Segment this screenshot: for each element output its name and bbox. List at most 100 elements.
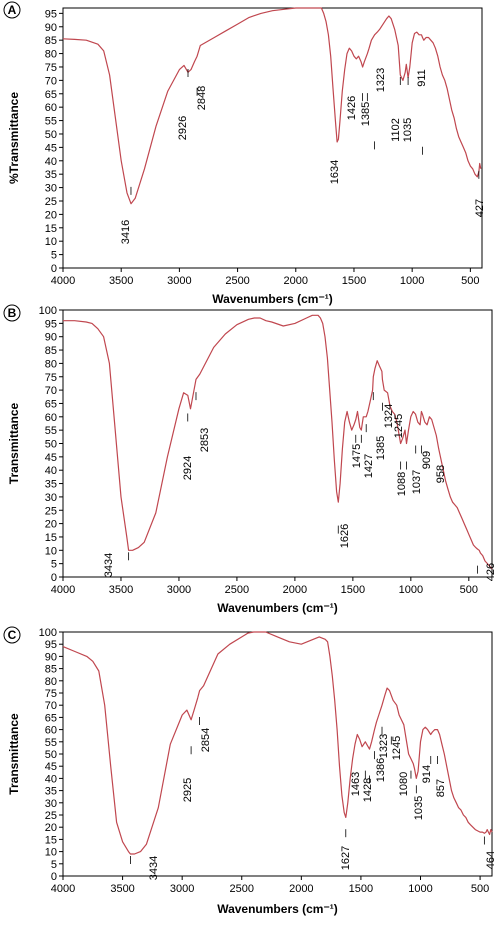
peak-label: 426 <box>485 563 497 581</box>
y-tick-label: 65 <box>45 398 57 410</box>
peak-label: 911 <box>416 69 428 87</box>
peak-label: 2848 <box>196 86 208 110</box>
x-tick-label: 1500 <box>349 883 373 895</box>
y-tick-label: 30 <box>45 183 57 195</box>
y-tick-label: 0 <box>51 263 57 275</box>
peak-label: 1088 <box>396 472 408 496</box>
panel-letter: A <box>8 3 17 17</box>
y-tick-label: 25 <box>45 810 57 822</box>
x-tick-label: 2500 <box>225 275 249 287</box>
peak-label: 1634 <box>329 160 341 184</box>
y-tick-label: 75 <box>45 62 57 74</box>
peak-label: 914 <box>421 765 433 783</box>
peak-label: 1035 <box>402 118 414 142</box>
y-tick-label: 90 <box>45 22 57 34</box>
y-tick-label: 20 <box>45 209 57 221</box>
y-tick-label: 70 <box>45 75 57 87</box>
x-axis-label: Wavenumbers (cm⁻¹) <box>217 902 338 916</box>
y-tick-label: 70 <box>45 385 57 397</box>
x-tick-label: 500 <box>471 883 489 895</box>
y-tick-label: 80 <box>45 49 57 61</box>
peak-label: 2926 <box>177 116 189 140</box>
peak-label: 2854 <box>200 728 212 752</box>
x-tick-label: 4000 <box>51 584 75 596</box>
y-tick-label: 0 <box>51 572 57 584</box>
y-tick-label: 55 <box>45 116 57 128</box>
x-tick-label: 1500 <box>342 275 366 287</box>
x-tick-label: 2500 <box>230 883 254 895</box>
y-tick-label: 0 <box>51 871 57 883</box>
panel-letter-badge <box>3 304 21 322</box>
y-tick-label: 40 <box>45 156 57 168</box>
peak-label: 1463 <box>350 772 362 796</box>
peak-label: 464 <box>485 851 497 869</box>
peak-label: 2924 <box>182 456 194 480</box>
peak-label: 1035 <box>413 796 425 820</box>
x-tick-label: 3000 <box>167 275 191 287</box>
peak-label: 3416 <box>120 220 132 244</box>
y-tick-label: 90 <box>45 651 57 663</box>
peak-label: 1323 <box>375 68 387 92</box>
peak-label: 1245 <box>393 414 405 438</box>
x-tick-label: 4000 <box>51 883 75 895</box>
y-tick-label: 65 <box>45 712 57 724</box>
ftir-panel-c: 0510152025303540455055606570758085909510… <box>3 626 497 916</box>
x-tick-label: 2000 <box>284 275 308 287</box>
peak-label: 1427 <box>363 454 375 478</box>
ftir-panel-b: 0510152025303540455055606570758085909510… <box>3 304 497 615</box>
x-tick-label: 500 <box>460 584 478 596</box>
x-tick-label: 1000 <box>399 584 423 596</box>
y-tick-label: 30 <box>45 798 57 810</box>
peak-label: 427 <box>474 199 486 217</box>
y-tick-label: 60 <box>45 412 57 424</box>
y-tick-label: 100 <box>39 305 57 317</box>
y-tick-label: 60 <box>45 725 57 737</box>
peak-label: 958 <box>435 465 447 483</box>
y-tick-label: 80 <box>45 358 57 370</box>
y-tick-label: 15 <box>45 532 57 544</box>
x-tick-label: 3500 <box>109 275 133 287</box>
spectrum-line <box>63 314 493 570</box>
peak-label: 1037 <box>411 470 423 494</box>
plot-frame <box>62 7 483 269</box>
peak-label: 1102 <box>390 118 402 142</box>
y-tick-label: 5 <box>51 250 57 262</box>
x-axis-label: Wavenumbers (cm⁻¹) <box>212 292 333 306</box>
y-tick-label: 100 <box>39 627 57 639</box>
y-tick-label: 15 <box>45 834 57 846</box>
y-tick-label: 45 <box>45 761 57 773</box>
peak-label: 1385 <box>375 436 387 460</box>
peak-label: 1627 <box>340 846 352 870</box>
y-tick-label: 10 <box>45 545 57 557</box>
panel-letter-badge <box>3 626 21 644</box>
y-tick-label: 30 <box>45 492 57 504</box>
y-axis-label: %Transmittance <box>7 92 21 184</box>
peak-label: 1475 <box>351 444 363 468</box>
y-tick-label: 70 <box>45 700 57 712</box>
peak-label: 2925 <box>182 778 194 802</box>
plot-frame <box>62 631 493 877</box>
y-tick-label: 35 <box>45 786 57 798</box>
y-axis-label: Transmittance <box>7 402 21 484</box>
y-axis-label: Transmittance <box>7 713 21 795</box>
panel-letter: B <box>8 306 17 320</box>
x-tick-label: 2000 <box>283 584 307 596</box>
y-tick-label: 50 <box>45 749 57 761</box>
x-tick-label: 2500 <box>225 584 249 596</box>
y-tick-label: 45 <box>45 452 57 464</box>
x-tick-label: 2000 <box>289 883 313 895</box>
y-tick-label: 50 <box>45 129 57 141</box>
y-tick-label: 20 <box>45 822 57 834</box>
panel-letter: C <box>8 628 17 642</box>
x-tick-label: 1500 <box>341 584 365 596</box>
peak-label: 1626 <box>339 524 351 548</box>
y-tick-label: 85 <box>45 664 57 676</box>
y-tick-label: 25 <box>45 505 57 517</box>
peak-label: 3434 <box>103 553 115 577</box>
y-tick-label: 15 <box>45 223 57 235</box>
y-tick-label: 40 <box>45 773 57 785</box>
x-tick-label: 3500 <box>110 883 134 895</box>
